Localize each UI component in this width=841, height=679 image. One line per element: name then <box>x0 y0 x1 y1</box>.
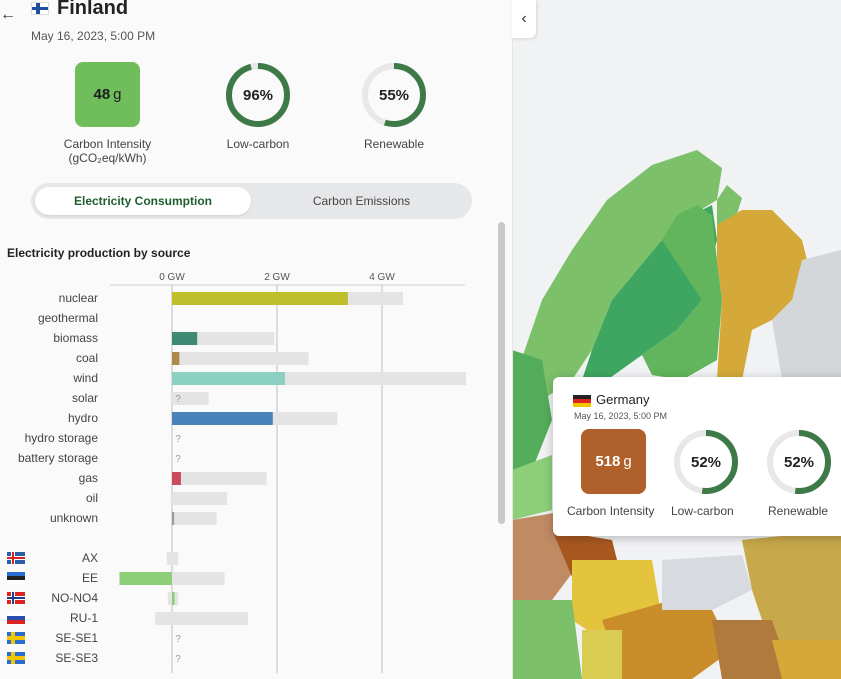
exchange-label: RU-1 <box>70 611 98 625</box>
tooltip-renewable-value: 52% <box>783 453 815 471</box>
tooltip-low-carbon-label: Low-carbon <box>671 504 734 518</box>
arrow-left-icon[interactable]: ← <box>0 6 16 23</box>
capacity-bar <box>172 392 209 405</box>
source-label: biomass <box>53 331 98 345</box>
chevron-left-icon[interactable]: ‹ <box>512 0 536 38</box>
exchange-label: EE <box>82 571 98 585</box>
section-title: Electricity production by source <box>7 246 191 260</box>
panel-scrollbar[interactable] <box>498 222 505 524</box>
capacity-bar <box>172 472 267 485</box>
flag-cross-h-inner <box>7 597 25 599</box>
carbon-intensity-unit: g <box>113 86 122 103</box>
zone-title: Finland <box>57 0 129 19</box>
source-label: battery storage <box>18 451 98 465</box>
tooltip-renewable-ring: 52% <box>765 428 833 496</box>
low-carbon-ring: 96% <box>224 61 292 129</box>
zone-details-panel: ← Finland May 16, 2023, 5:00 PM 48 g Car… <box>0 0 513 679</box>
unknown-marker: ? <box>175 394 181 405</box>
map-view[interactable] <box>512 0 841 679</box>
tooltip-zone-name: Germany <box>596 392 650 407</box>
renewable-label: Renewable <box>363 137 425 151</box>
source-label: wind <box>72 371 98 385</box>
unknown-marker: ? <box>175 454 181 465</box>
exchange-label: NO-NO4 <box>51 591 98 605</box>
tooltip-low-carbon-value: 52% <box>690 453 722 471</box>
exchange-bar <box>119 572 172 585</box>
axis-tick-label: 4 GW <box>369 272 395 283</box>
source-label: hydro storage <box>25 431 99 445</box>
production-bar <box>172 292 348 305</box>
source-label: nuclear <box>59 291 98 305</box>
carbon-intensity-value: 48 <box>93 86 111 103</box>
exchange-bar <box>172 592 175 605</box>
source-label: solar <box>72 391 98 405</box>
carbon-intensity-badge: 48 g <box>75 62 140 127</box>
flag-stripe <box>7 580 25 584</box>
flag-stripe <box>7 620 25 624</box>
axis-tick-label: 0 GW <box>159 272 185 283</box>
low-carbon-value: 96% <box>242 86 274 104</box>
production-bar <box>172 332 198 345</box>
germany-flag-icon <box>573 395 591 407</box>
source-label: oil <box>86 491 98 505</box>
tooltip-datetime: May 16, 2023, 5:00 PM <box>574 411 668 421</box>
carbon-intensity-sublabel: (gCO₂eq/kWh) <box>68 151 147 165</box>
renewable-ring: 55% <box>360 61 428 129</box>
source-label: hydro <box>68 411 98 425</box>
source-label: geothermal <box>38 311 98 325</box>
unknown-marker: ? <box>175 634 181 645</box>
flag-cross-h-inner <box>7 637 25 639</box>
tooltip-renewable-label: Renewable <box>768 504 829 518</box>
production-bar <box>172 512 175 525</box>
capacity-bar <box>172 352 309 365</box>
flag-cross-h-inner <box>7 657 25 659</box>
production-chart: 0 GW 2 GW 4 GW nuclear geothermal biomass coal… <box>7 272 466 673</box>
tooltip-carbon-intensity-value: 518 <box>595 453 621 470</box>
flag-stripe <box>7 576 25 580</box>
zone-tooltip: Germany May 16, 2023, 5:00 PM 518 g Carb… <box>553 377 841 536</box>
finland-flag-icon <box>31 2 49 15</box>
unknown-marker: ? <box>175 654 181 665</box>
flag-stripe <box>7 612 25 616</box>
production-bar <box>172 472 181 485</box>
production-bar <box>172 412 273 425</box>
flag-stripe <box>7 572 25 576</box>
tab-electricity-consumption[interactable]: Electricity Consumption <box>35 187 251 215</box>
renewable-value: 55% <box>378 86 410 104</box>
capacity-bar <box>172 512 217 525</box>
exchange-capacity-bar <box>155 612 249 625</box>
tooltip-carbon-intensity-label: Carbon Intensity <box>567 504 655 518</box>
flag-cross-h-inner <box>7 557 25 559</box>
flag-stripe <box>7 616 25 620</box>
axis-tick-label: 2 GW <box>264 272 290 283</box>
exchange-capacity-bar <box>166 552 179 565</box>
exchange-label: SE-SE1 <box>55 631 98 645</box>
carbon-intensity-label: Carbon Intensity (gCO₂eq/kWh) <box>40 137 175 165</box>
production-bar <box>172 372 285 385</box>
low-carbon-label: Low-carbon <box>226 137 290 151</box>
source-label: coal <box>76 351 98 365</box>
display-mode-toggle: Electricity Consumption Carbon Emissions <box>31 183 472 219</box>
carbon-intensity-label-text: Carbon Intensity <box>63 137 152 151</box>
tab-carbon-emissions[interactable]: Carbon Emissions <box>312 194 411 208</box>
exchange-label: AX <box>82 551 98 565</box>
tooltip-carbon-intensity-badge: 518 g <box>581 429 646 494</box>
capacity-bar <box>172 492 228 505</box>
capacity-bar <box>172 332 275 345</box>
tooltip-carbon-intensity-unit: g <box>623 453 632 470</box>
exchange-label: SE-SE3 <box>55 651 98 665</box>
source-label: unknown <box>50 511 98 525</box>
zone-datetime: May 16, 2023, 5:00 PM <box>31 29 156 43</box>
production-bar <box>172 352 180 365</box>
tooltip-low-carbon-ring: 52% <box>672 428 740 496</box>
source-label: gas <box>79 471 98 485</box>
unknown-marker: ? <box>175 434 181 445</box>
map-regions <box>512 150 841 679</box>
